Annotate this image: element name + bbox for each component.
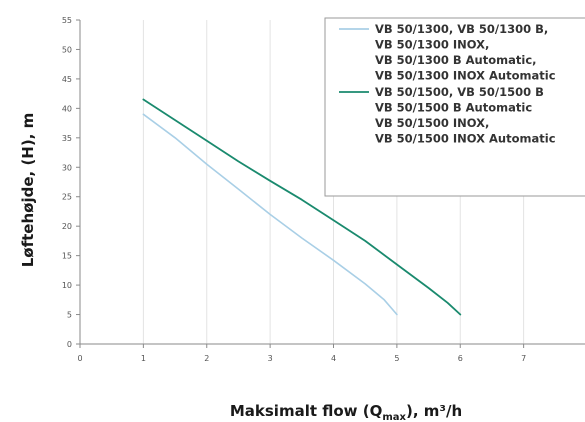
y-tick-label-30: 30 bbox=[62, 163, 72, 172]
y-tick-label-35: 35 bbox=[62, 134, 72, 143]
series-line-2 bbox=[142, 98, 462, 316]
y-axis-title: Løftehøjde, (H), m bbox=[19, 113, 37, 268]
legend-label-2-line-2: VB 50/1500 B Automatic bbox=[375, 101, 532, 115]
legend-label-1-line-4: VB 50/1300 INOX Automatic bbox=[375, 69, 556, 83]
x-tick-label-5: 5 bbox=[394, 354, 399, 363]
x-tick-label-3: 3 bbox=[268, 354, 273, 363]
y-tick-label-15: 15 bbox=[62, 252, 72, 261]
y-tick-label-10: 10 bbox=[62, 281, 72, 290]
y-tick-label-50: 50 bbox=[62, 45, 72, 54]
x-axis-title: Maksimalt flow (Qmax), m³/h bbox=[230, 402, 462, 422]
y-tick-label-45: 45 bbox=[62, 75, 72, 84]
legend-label-2-line-4: VB 50/1500 INOX Automatic bbox=[375, 132, 556, 146]
x-tick-label-6: 6 bbox=[458, 354, 463, 363]
axes bbox=[76, 19, 585, 348]
x-axis-title-tail: ), m³/h bbox=[406, 402, 462, 420]
y-tick-label-25: 25 bbox=[62, 193, 72, 202]
legend-label-1-line-1: VB 50/1300, VB 50/1300 B, bbox=[375, 22, 548, 36]
series-line-1 bbox=[142, 113, 398, 316]
x-axis-title-main: Maksimalt flow (Q bbox=[230, 402, 383, 420]
x-tick-label-1: 1 bbox=[141, 354, 146, 363]
y-tick-label-20: 20 bbox=[62, 222, 72, 231]
y-tick-label-40: 40 bbox=[62, 104, 72, 113]
legend-label-1-line-3: VB 50/1300 B Automatic, bbox=[375, 53, 537, 67]
x-tick-label-4: 4 bbox=[331, 354, 336, 363]
legend-label-2-line-3: VB 50/1500 INOX, bbox=[375, 116, 489, 130]
legend: VB 50/1300, VB 50/1300 B, VB 50/1300 INOX… bbox=[324, 17, 585, 197]
y-tick-label-5: 5 bbox=[67, 311, 72, 320]
legend-box bbox=[324, 17, 585, 197]
x-axis-title-subscript: max bbox=[382, 412, 406, 422]
legend-label-2-line-1: VB 50/1500, VB 50/1500 B bbox=[375, 85, 544, 99]
y-tick-label-0: 0 bbox=[67, 340, 72, 349]
x-tick-label-0: 0 bbox=[77, 354, 82, 363]
x-tick-label-7: 7 bbox=[521, 354, 526, 363]
y-tick-label-55: 55 bbox=[62, 16, 72, 25]
legend-label-1-line-2: VB 50/1300 INOX, bbox=[375, 38, 489, 52]
x-tick-label-2: 2 bbox=[204, 354, 209, 363]
tick-labels: 0510152025303540455055012345678 bbox=[62, 16, 585, 363]
series-lines bbox=[142, 98, 462, 316]
